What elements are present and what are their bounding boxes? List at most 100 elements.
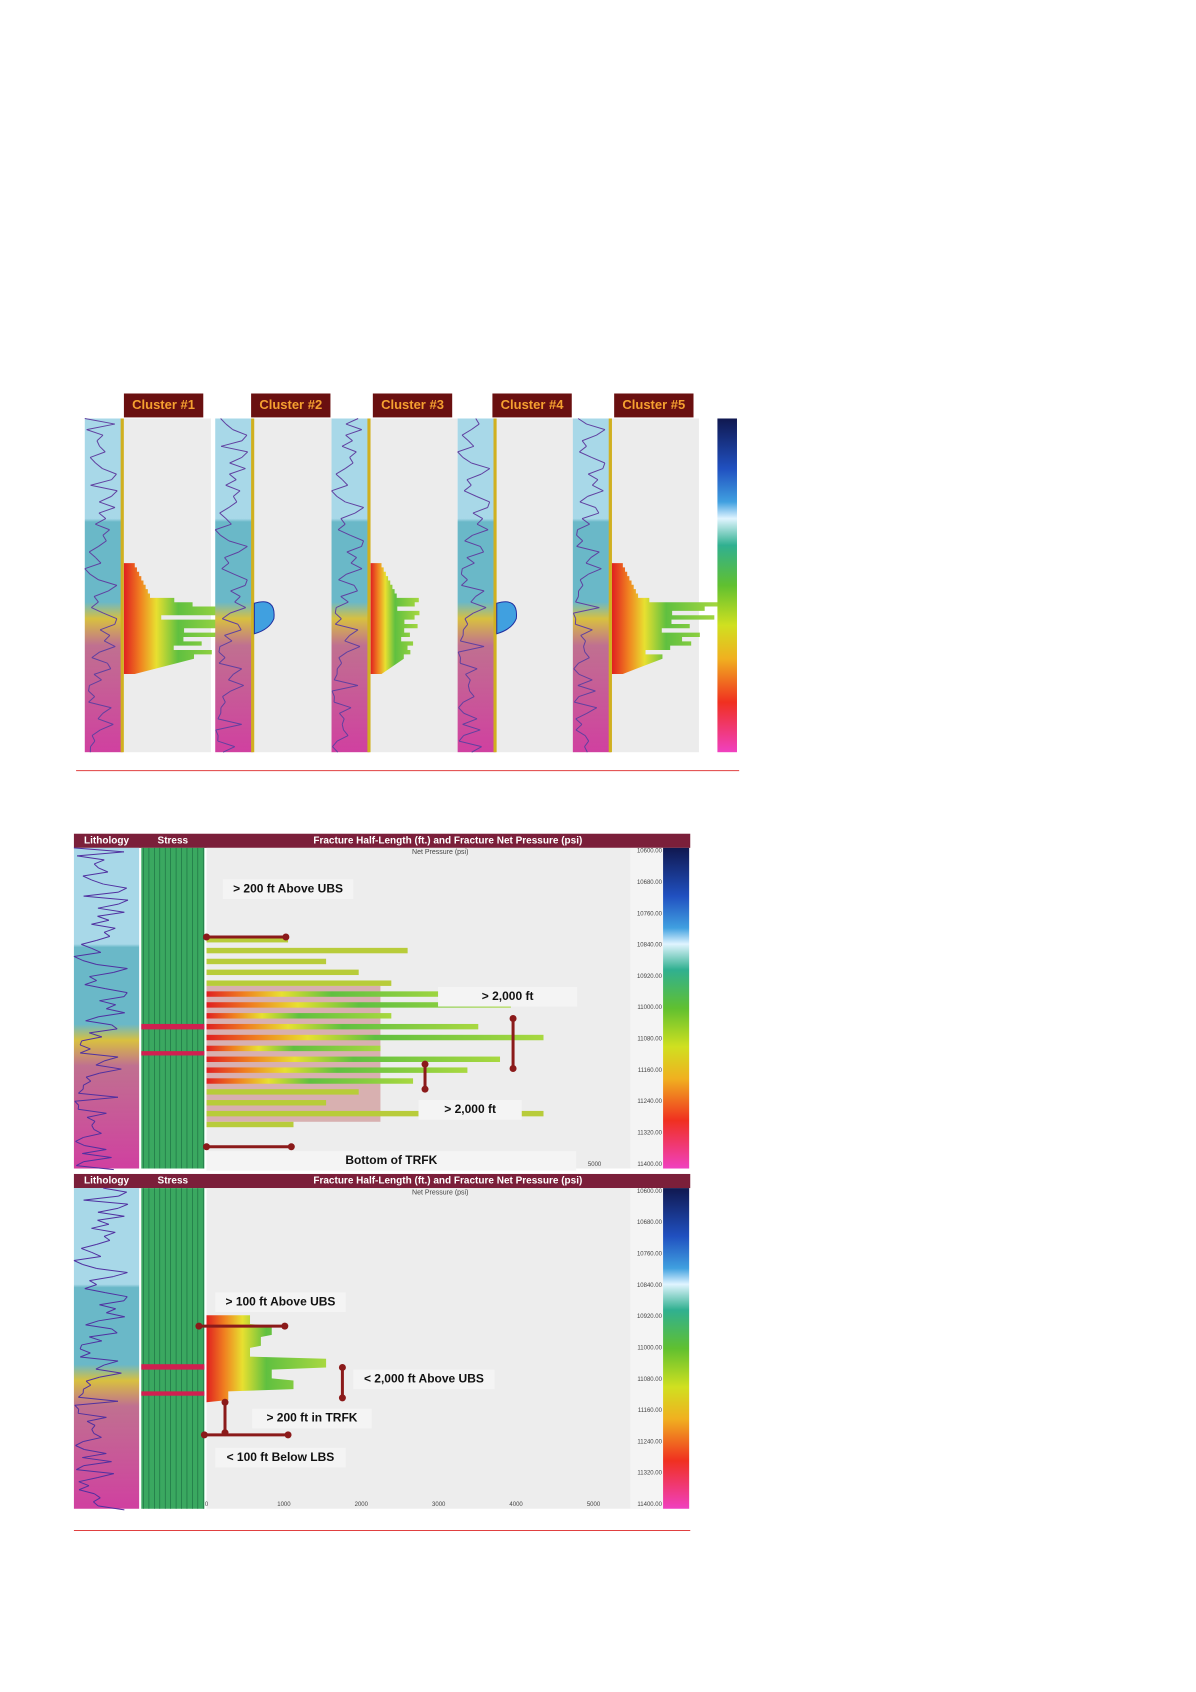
- log-curve: [97, 911, 125, 917]
- log-curve: [350, 557, 357, 564]
- log-curve: [475, 590, 485, 597]
- log-curve: [73, 951, 101, 957]
- log-curve: [592, 484, 604, 492]
- log-curve: [584, 651, 590, 658]
- log-curve: [335, 601, 349, 609]
- lithology-header: Lithology: [84, 835, 129, 846]
- log-curve: [73, 955, 83, 961]
- log-curve: [111, 473, 117, 481]
- log-curve: [80, 1052, 119, 1058]
- log-curve: [93, 590, 109, 597]
- log-curve: [74, 1404, 80, 1410]
- log-curve: [461, 573, 468, 581]
- log-curve: [588, 568, 602, 575]
- log-curve: [95, 1060, 105, 1066]
- log-curve: [97, 1505, 125, 1511]
- dimension-end: [200, 1431, 208, 1439]
- log-curve: [91, 657, 108, 664]
- log-curve: [99, 646, 116, 653]
- log-curve: [102, 529, 110, 536]
- log-curve: [331, 684, 359, 692]
- log-track: [215, 418, 254, 753]
- log-curve: [103, 1187, 127, 1193]
- log-curve: [83, 895, 129, 901]
- log-curve: [332, 746, 339, 753]
- dimension-end: [284, 1431, 292, 1439]
- log-curve: [91, 919, 110, 925]
- log-curve: [458, 701, 464, 709]
- log-curve: [345, 418, 359, 425]
- log-curve: [602, 462, 606, 469]
- log-curve: [575, 718, 583, 725]
- log-curve: [84, 1449, 107, 1455]
- log-curve: [354, 507, 364, 514]
- cluster-label: Cluster #1: [132, 397, 195, 412]
- log-curve: [103, 612, 117, 620]
- log-curve: [580, 635, 586, 642]
- log-curve: [361, 540, 365, 547]
- log-curve: [230, 584, 246, 592]
- log-curve: [96, 963, 128, 970]
- log-curve: [76, 1469, 114, 1475]
- fracture-bar: [206, 969, 359, 976]
- log-curve: [97, 1215, 125, 1221]
- log-curve: [75, 1445, 85, 1450]
- log-curve: [345, 423, 362, 431]
- log-curve: [476, 495, 490, 503]
- log-curve: [99, 1000, 116, 1006]
- log-curve: [586, 423, 606, 431]
- annotation-box: [222, 879, 354, 899]
- depth-tick-label: 11400.00: [637, 1502, 662, 1508]
- stress-band: [141, 1391, 205, 1396]
- log-curve: [78, 1396, 119, 1402]
- log-curve: [85, 1320, 99, 1326]
- log-curve: [83, 891, 119, 897]
- depth-tick-label: 10760.00: [637, 1252, 663, 1258]
- log-curve: [82, 1264, 97, 1270]
- cluster-label: Cluster #4: [501, 397, 565, 412]
- log-curve: [581, 512, 599, 520]
- log-curve: [220, 440, 243, 447]
- log-curve: [114, 618, 118, 625]
- log-curve: [338, 657, 343, 664]
- log-curve: [466, 551, 484, 559]
- log-curve: [98, 1316, 125, 1322]
- log-curve: [465, 674, 471, 681]
- log-curve: [84, 1284, 97, 1290]
- log-curve: [90, 479, 112, 486]
- log-curve: [340, 590, 358, 597]
- log-curve: [76, 1465, 85, 1471]
- log-curve: [340, 512, 356, 520]
- annotation: > 2,000 ft: [444, 1102, 496, 1116]
- log-curve: [232, 496, 238, 503]
- stress-band: [141, 1051, 205, 1056]
- log-curve: [462, 457, 472, 464]
- cluster-label: Cluster #2: [259, 397, 322, 412]
- log-curve: [82, 1453, 107, 1459]
- log-curve: [228, 540, 248, 547]
- log-curve: [229, 456, 243, 464]
- log-track: [331, 418, 370, 753]
- log-curve: [103, 1360, 119, 1366]
- depth-tick-label: 11080.00: [637, 1037, 662, 1043]
- log-curve: [85, 1076, 92, 1082]
- log-curve: [479, 546, 485, 553]
- log-curve: [472, 507, 488, 514]
- x-tick-label: 1000: [277, 1502, 291, 1508]
- log-curve: [78, 1092, 119, 1098]
- log-curve: [78, 1485, 90, 1491]
- log-curve: [73, 1255, 101, 1261]
- log-curve: [105, 1292, 128, 1298]
- log-curve: [584, 746, 588, 753]
- fracture-bar: [206, 958, 327, 965]
- log-curve: [457, 445, 474, 453]
- log-curve: [74, 1100, 80, 1106]
- log-curve: [584, 735, 590, 742]
- log-curve: [103, 1231, 116, 1237]
- log-curve: [225, 423, 234, 431]
- stress-column: [493, 418, 497, 753]
- log-curve: [93, 863, 99, 869]
- log-curve: [97, 915, 110, 921]
- annotation-box: [206, 1151, 577, 1171]
- log-curve: [581, 518, 590, 525]
